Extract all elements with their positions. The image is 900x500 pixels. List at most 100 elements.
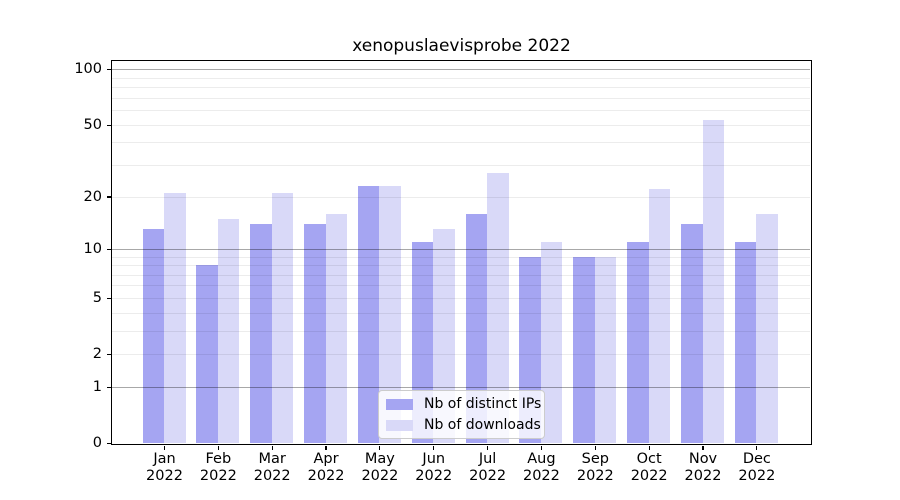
x-tick-label-year-dec: 2022 [738,467,776,484]
x-tick-label-month-mar: Mar [258,451,286,467]
x-tick-mark-may [379,445,381,450]
x-tick-label-year-aug: 2022 [522,467,560,484]
x-tick-label-year-may: 2022 [361,467,399,484]
bar-distinct-ips-oct [627,241,649,443]
legend: Nb of distinct IPs Nb of downloads [378,390,545,439]
legend-entry-distinct-ips: Nb of distinct IPs [386,395,542,413]
x-tick-label-year-mar: 2022 [253,467,291,484]
bar-downloads-apr [325,213,348,443]
bar-distinct-ips-may [357,185,380,443]
gridline-minor-20 [112,196,810,198]
x-tick-label-feb: Feb 2022 [176,451,260,484]
x-tick-mark-jan [163,445,166,450]
bar-downloads-sep [594,256,617,443]
y-tick-mark-100 [106,69,111,71]
bar-downloads-jun [433,229,455,443]
bar-distinct-ips-mar [250,223,272,443]
x-tick-label-month-jul: Jul [478,451,497,467]
gridline-major-10 [112,248,810,250]
gridline-minor-4 [112,312,810,314]
x-tick-label-year-jun: 2022 [415,467,453,484]
x-tick-label-month-apr: Apr [313,451,339,467]
gridline-minor-6 [112,285,810,287]
x-tick-label-month-aug: Aug [527,451,556,467]
y-tick-mark-5 [106,297,111,300]
gridline-major-100 [112,69,810,71]
x-tick-label-month-may: May [364,451,395,467]
x-tick-label-oct: Oct 2022 [607,451,691,484]
x-tick-label-sep: Sep 2022 [553,451,637,484]
y-tick-label-2: 2 [92,346,102,363]
legend-label-downloads: Nb of downloads [424,417,541,433]
x-tick-mark-oct [648,445,650,450]
y-tick-label-100: 100 [74,61,102,78]
gridline-minor-8 [112,265,810,267]
x-tick-mark-jul [487,445,489,450]
y-tick-mark-1 [106,386,111,388]
x-tick-label-jul: Jul 2022 [446,451,530,484]
x-tick-mark-apr [325,445,327,450]
x-tick-label-month-sep: Sep [581,451,609,467]
x-tick-mark-aug [540,445,543,450]
bar-downloads-oct [648,189,671,443]
x-tick-mark-nov [702,445,704,450]
legend-swatch-downloads [386,419,413,431]
bar-distinct-ips-jan [142,229,164,443]
bar-downloads-jan [164,192,186,443]
gridline-minor-60 [112,110,810,112]
x-tick-label-month-jan: Jan [153,451,176,467]
x-tick-label-jan: Jan 2022 [123,451,207,484]
bar-downloads-aug [540,241,563,443]
x-tick-label-dec: Dec 2022 [715,451,799,484]
gridline-major-1 [112,386,810,388]
x-tick-label-month-feb: Feb [205,451,232,467]
gridline-minor-3 [112,330,810,332]
x-tick-label-month-jun: Jun [422,451,446,467]
x-tick-mark-sep [594,445,596,450]
legend-label-distinct-ips: Nb of distinct IPs [424,396,542,412]
gridline-minor-5 [112,297,810,299]
bar-downloads-feb [217,218,240,443]
bar-distinct-ips-jul [465,213,488,443]
bar-downloads-nov [702,120,724,443]
gridline-minor-2 [112,354,810,356]
bar-downloads-mar [271,192,294,443]
x-tick-label-mar: Mar 2022 [230,451,314,484]
x-tick-mark-mar [271,445,273,450]
x-tick-mark-dec [756,445,758,450]
chart-title: xenopuslaevisprobe 2022 [352,36,571,56]
y-tick-label-1: 1 [92,378,102,395]
gridline-minor-90 [112,77,810,79]
gridline-minor-70 [112,97,810,99]
x-tick-label-month-oct: Oct [636,451,662,467]
y-tick-mark-20 [106,196,111,198]
x-tick-label-year-feb: 2022 [199,467,237,484]
x-tick-label-year-jul: 2022 [469,467,507,484]
gridline-minor-80 [112,87,810,89]
y-tick-label-5: 5 [92,289,102,306]
x-tick-label-year-apr: 2022 [307,467,345,484]
gridline-minor-7 [112,274,810,276]
y-tick-label-10: 10 [83,240,102,257]
bar-distinct-ips-sep [573,256,595,443]
plot-area [111,60,812,445]
x-tick-label-year-nov: 2022 [684,467,722,484]
gridline-minor-40 [112,142,810,144]
x-tick-label-month-dec: Dec [742,451,771,467]
bar-downloads-dec [756,213,778,443]
legend-entry-downloads: Nb of downloads [386,416,541,434]
gridline-minor-9 [112,256,810,258]
x-tick-label-jun: Jun 2022 [392,451,476,484]
bar-distinct-ips-nov [681,223,703,443]
x-tick-label-month-nov: Nov [688,451,718,467]
x-tick-label-year-sep: 2022 [576,467,614,484]
y-tick-mark-50 [106,124,111,126]
x-tick-label-year-jan: 2022 [146,467,183,484]
y-tick-mark-2 [106,353,111,356]
plot-content [112,61,810,443]
y-tick-label-0: 0 [92,435,102,451]
bar-downloads-jul [487,173,509,443]
x-tick-label-aug: Aug 2022 [499,451,583,484]
x-tick-label-year-oct: 2022 [630,467,668,484]
